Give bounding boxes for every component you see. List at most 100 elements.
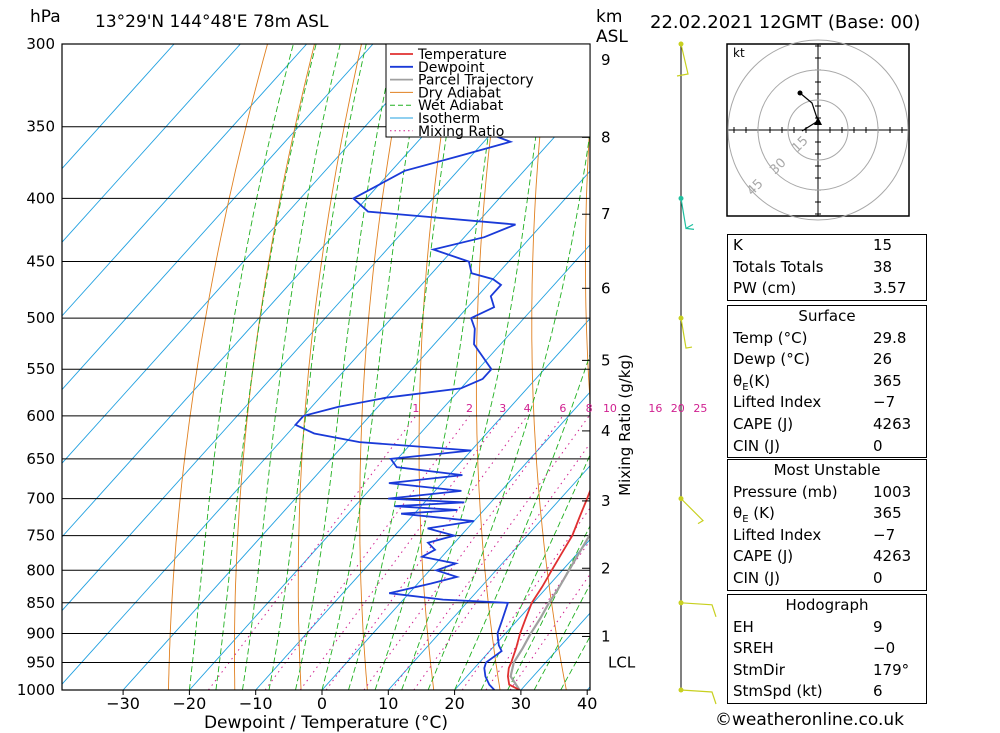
wind-barb-column <box>676 41 717 705</box>
wet-adiabat-line <box>268 44 367 690</box>
legend-entry: Dry Adiabat <box>418 85 501 101</box>
km-tick-label: 7 <box>601 205 611 223</box>
isotherm-line <box>62 44 175 170</box>
dry-adiabat-line <box>973 44 1000 690</box>
row-value: 0 <box>873 568 883 587</box>
mixing-ratio-tick-label: 6 <box>559 402 566 415</box>
x-tick-label: 10 <box>378 694 398 713</box>
legend-entry: Isotherm <box>418 111 480 127</box>
table-row: CAPE (J) 4263 <box>728 414 926 436</box>
mixing-ratio-tick-label: 2 <box>466 402 473 415</box>
row-key: Pressure (mb) <box>733 482 838 501</box>
isotherm-line <box>62 44 241 243</box>
km-tick-label: 4 <box>601 422 611 440</box>
row-key: CAPE (J) <box>733 414 794 433</box>
mixing-ratio-tick-label: 3 <box>499 402 506 415</box>
row-value: −7 <box>873 525 896 544</box>
legend-entry: Wet Adiabat <box>418 98 504 114</box>
table-row: PW (cm) 3.57 <box>728 278 926 300</box>
legend-entry: Temperature <box>417 47 507 63</box>
wind-barb <box>680 317 693 349</box>
row-key: Dewp (°C) <box>733 350 811 369</box>
table-row: K 15 <box>728 235 926 257</box>
row-key: θE (K) <box>733 504 775 526</box>
row-key: EH <box>733 617 754 636</box>
row-key: StmSpd (kt) <box>733 682 823 701</box>
row-value: 4263 <box>873 414 912 433</box>
table-title: Surface <box>798 307 856 325</box>
row-value: 179° <box>873 660 910 679</box>
mixing-ratio-tick-label: 1 <box>412 402 419 415</box>
hodograph-ring <box>727 39 909 221</box>
isotherm-line <box>387 465 590 690</box>
table-row: CAPE (J) 4263 <box>728 546 926 568</box>
wet-adiabat-line <box>507 524 590 690</box>
row-value: 29.8 <box>873 328 907 347</box>
pressure-tick-label: 350 <box>26 118 55 136</box>
km-tick-label: 8 <box>601 128 611 146</box>
km-tick-label: 3 <box>601 492 611 510</box>
row-key: K <box>733 236 743 254</box>
table-row: Pressure (mb) 1003 <box>728 482 926 504</box>
mixing-ratio-line <box>208 415 417 690</box>
row-value: −7 <box>873 393 896 412</box>
x-tick-label: −10 <box>239 694 273 713</box>
storm-motion-marker <box>814 117 822 125</box>
row-value: 6 <box>873 682 883 701</box>
km-tick-label: 2 <box>601 559 611 577</box>
isotherm-line <box>62 44 308 317</box>
pressure-tick-label: 950 <box>26 653 55 671</box>
table-title: Most Unstable <box>773 461 881 479</box>
hodograph-table: Hodograph EH 9 SREH −0 StmDir 179° StmSpd (kt) 6 <box>727 594 927 704</box>
row-key: Lifted Index <box>733 393 822 412</box>
row-key: PW (cm) <box>733 279 797 298</box>
dry-adiabat-line <box>234 44 315 690</box>
dry-adiabat-line <box>418 44 456 690</box>
table-row: EH 9 <box>728 617 926 639</box>
table-row: SREH −0 <box>728 638 926 660</box>
row-value: 9 <box>873 617 883 636</box>
legend-entry: Parcel Trajectory <box>418 73 534 89</box>
hodograph-ring <box>787 99 849 161</box>
x-tick-label: −30 <box>106 694 140 713</box>
mixing-ratio-line <box>363 415 564 690</box>
dry-adiabat-line <box>531 44 567 690</box>
wet-adiabat-line <box>533 583 590 690</box>
pressure-tick-label: 650 <box>26 450 55 468</box>
pressure-tick-label: 1000 <box>17 681 55 699</box>
table-row: Dewp (°C) 26 <box>728 349 926 371</box>
hodograph-ring <box>757 69 879 191</box>
km-tick-label: 6 <box>601 279 611 297</box>
wind-barb <box>680 198 695 230</box>
dry-adiabat-line <box>168 44 268 690</box>
hodograph-unit-label: kt <box>733 46 745 60</box>
legend-entry: Dewpoint <box>418 60 485 76</box>
row-value: 4263 <box>873 547 912 566</box>
mixing-ratio-line <box>461 507 590 690</box>
isotherm-line <box>62 44 440 464</box>
row-value: 365 <box>873 504 902 523</box>
hpa-label: hPa <box>30 7 61 27</box>
table-row: θE (K) 365 <box>728 503 926 525</box>
table-row: Totals Totals 38 <box>728 257 926 279</box>
x-tick-label: −20 <box>173 694 207 713</box>
isotherm-line <box>62 96 590 685</box>
mixing-ratio-line <box>325 415 528 690</box>
pressure-tick-label: 550 <box>26 360 55 378</box>
table-row: CIN (J) 0 <box>728 436 926 458</box>
wet-adiabat-line <box>454 353 590 690</box>
mixing-ratio-axis-label: Mixing Ratio (g/kg) <box>616 354 634 496</box>
isotherm-line <box>454 538 590 690</box>
mixing-ratio-line <box>509 573 590 690</box>
temperature-line <box>506 488 590 690</box>
table-row: StmSpd (kt) 6 <box>728 681 926 703</box>
asl-label: ASL <box>596 27 628 47</box>
wind-barb <box>680 689 717 705</box>
row-value: 3.57 <box>873 279 907 298</box>
row-key: CAPE (J) <box>733 547 794 566</box>
row-value: 26 <box>873 350 893 369</box>
wet-adiabat-line <box>241 44 341 690</box>
